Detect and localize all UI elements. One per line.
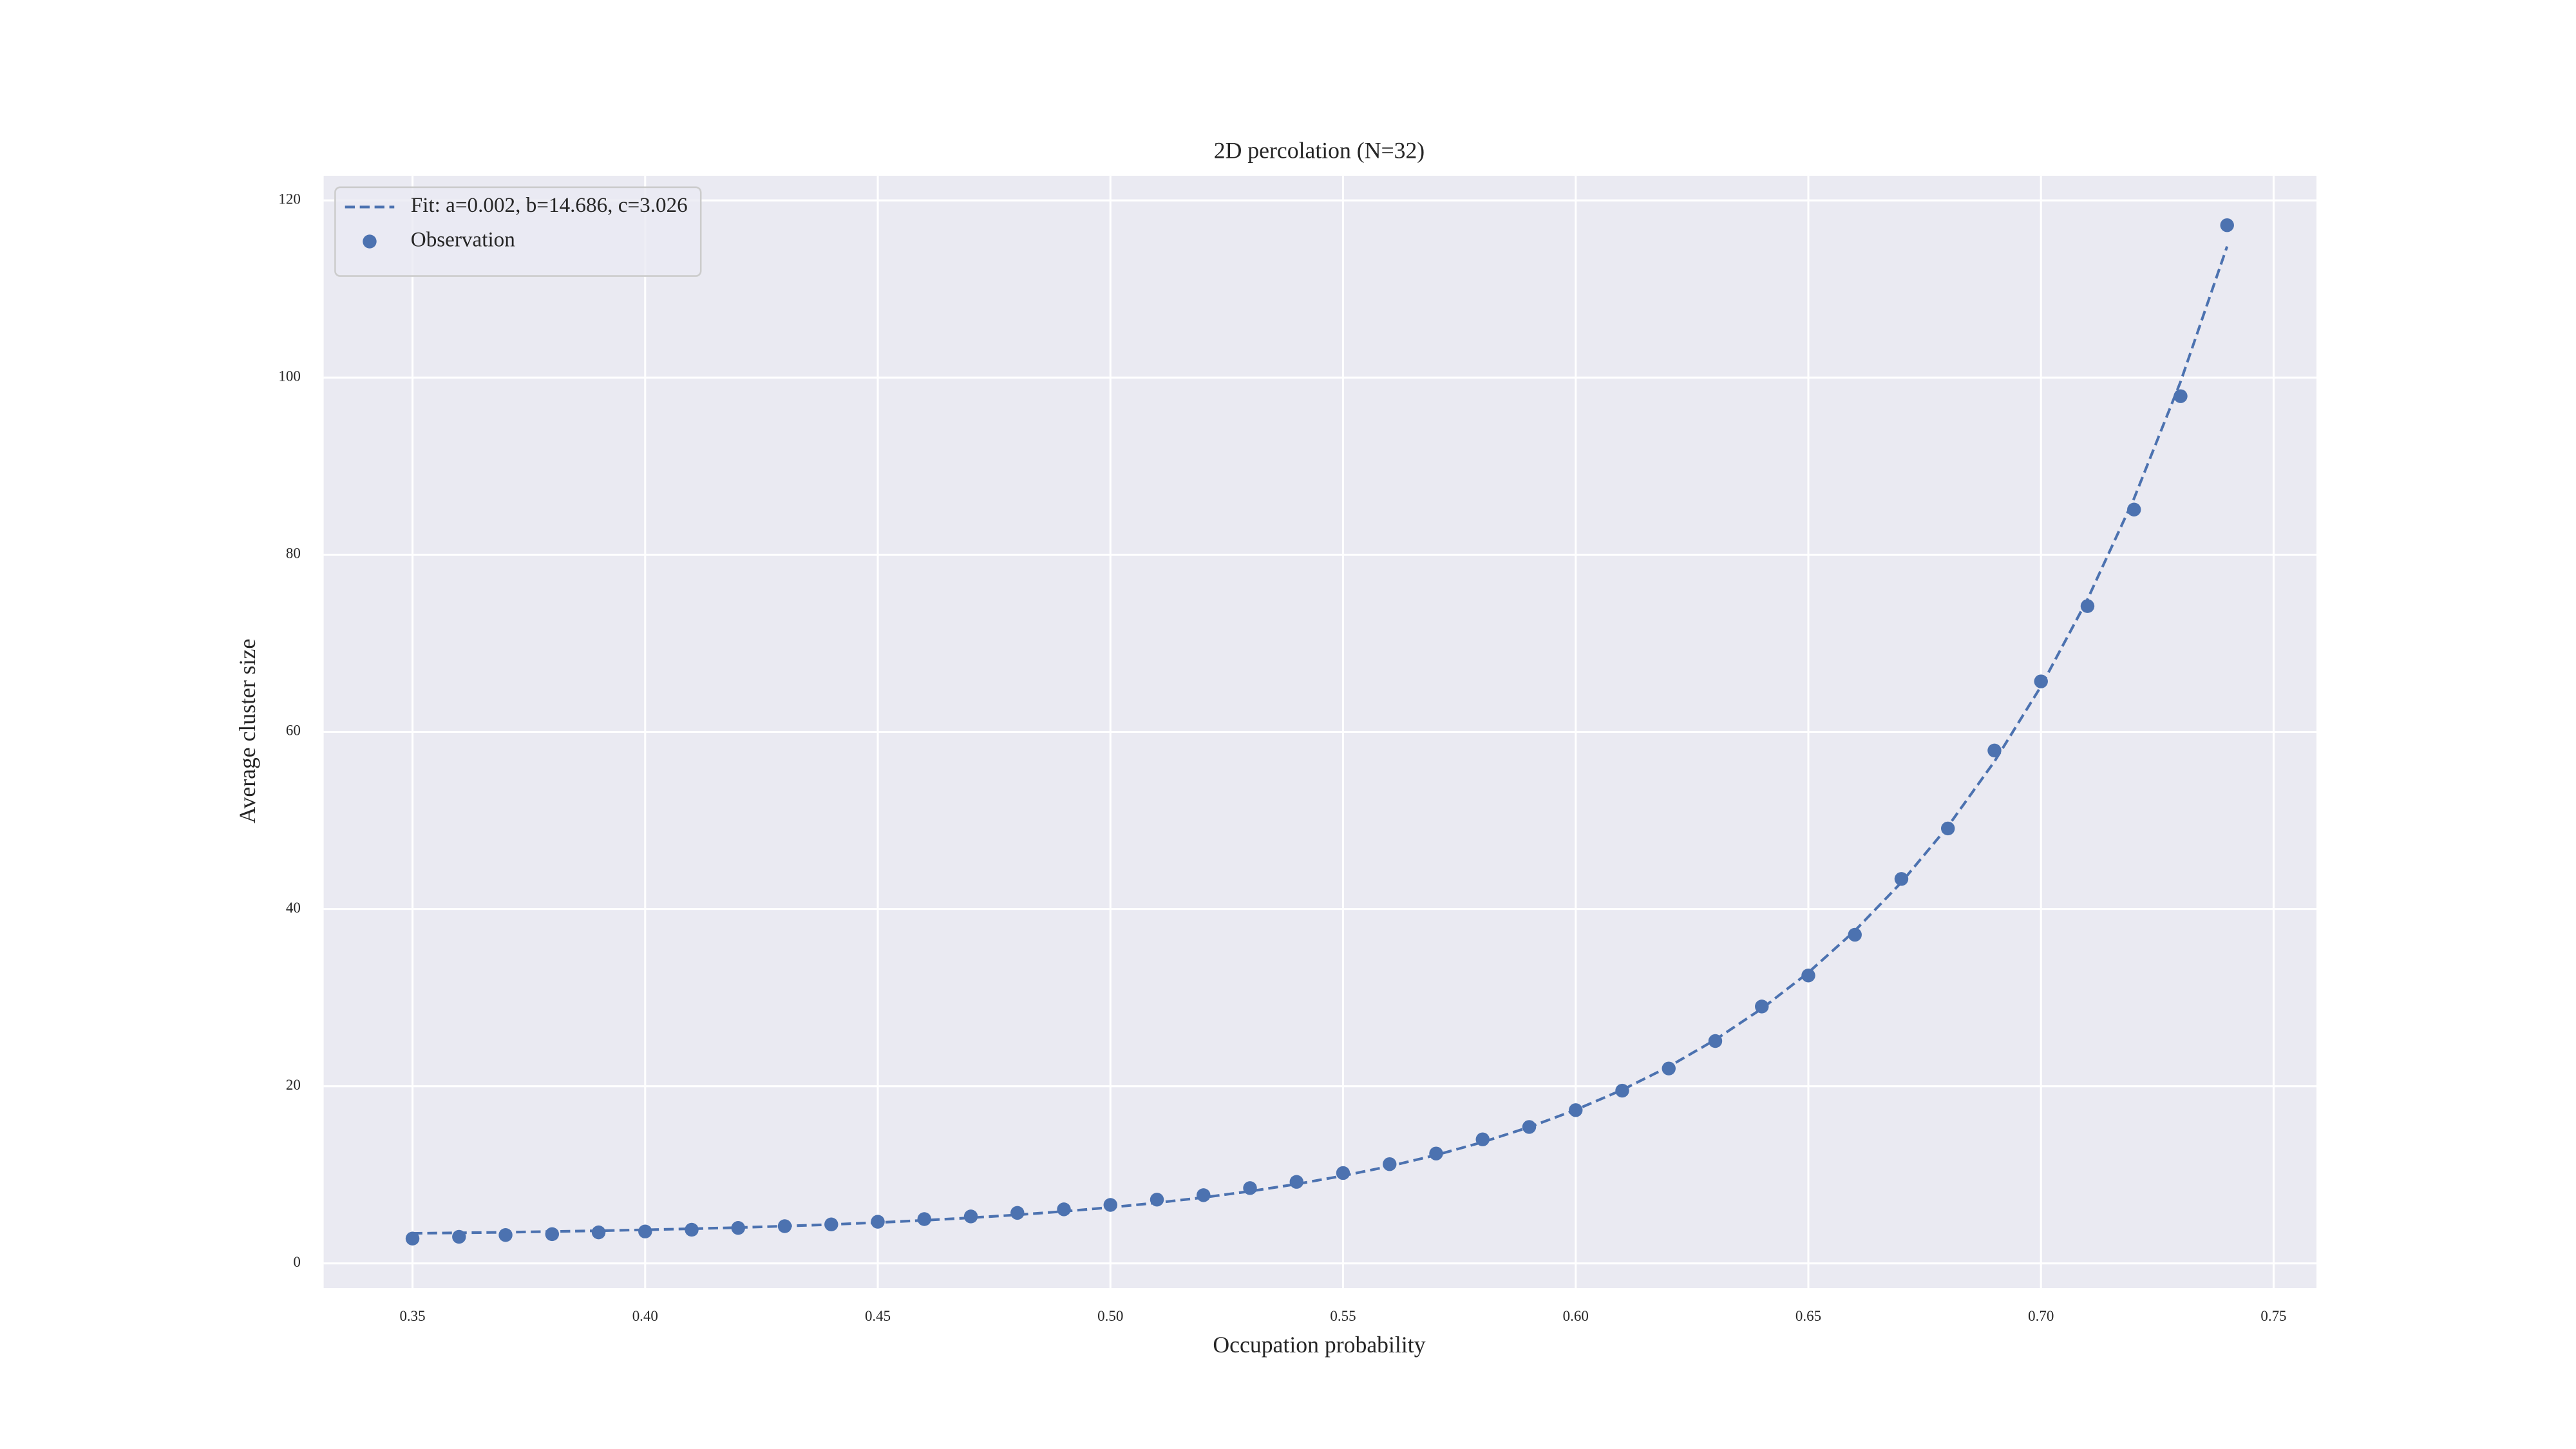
- x-tick-label: 0.55: [1330, 1308, 1356, 1324]
- observation-point: [498, 1228, 513, 1242]
- y-tick-label: 80: [286, 545, 301, 562]
- observation-point: [452, 1229, 466, 1244]
- y-axis-label: Average cluster size: [234, 639, 260, 824]
- observation-point: [1569, 1103, 1583, 1117]
- observation-point: [1894, 872, 1909, 886]
- observation-point: [1057, 1202, 1071, 1217]
- observation-point: [2127, 502, 2141, 516]
- observation-point: [1941, 821, 1955, 836]
- legend-label: Fit: a=0.002, b=14.686, c=3.026: [411, 193, 688, 217]
- observation-point: [1755, 999, 1769, 1014]
- x-tick-label: 0.65: [1795, 1308, 1821, 1324]
- y-tick-label: 20: [286, 1077, 301, 1093]
- x-tick-label: 0.50: [1097, 1308, 1123, 1324]
- x-tick-label: 0.70: [2028, 1308, 2054, 1324]
- observation-point: [638, 1224, 652, 1238]
- y-tick-label: 40: [286, 900, 301, 916]
- observation-point: [591, 1225, 606, 1240]
- chart-title: 2D percolation (N=32): [1214, 137, 1425, 163]
- observation-point: [1987, 743, 2002, 758]
- x-tick-label: 0.75: [2260, 1308, 2286, 1324]
- x-tick-label: 0.35: [399, 1308, 425, 1324]
- y-tick-label: 100: [278, 368, 300, 384]
- observation-point: [2034, 674, 2048, 688]
- observation-point: [1522, 1120, 1537, 1134]
- observation-point: [405, 1231, 420, 1245]
- observation-point: [1150, 1193, 1164, 1207]
- observation-point: [1197, 1188, 1211, 1202]
- observation-point: [824, 1217, 838, 1231]
- observation-point: [917, 1212, 931, 1226]
- observation-point: [1103, 1198, 1117, 1212]
- observation-point: [1615, 1083, 1629, 1098]
- observation-point: [1848, 927, 1862, 942]
- x-tick-label: 0.40: [632, 1308, 658, 1324]
- observation-point: [871, 1215, 885, 1229]
- y-tick-label: 120: [278, 191, 300, 207]
- x-tick-label: 0.45: [865, 1308, 891, 1324]
- observation-point: [1243, 1181, 1257, 1195]
- legend-label: Observation: [411, 228, 515, 252]
- x-tick-label: 0.60: [1563, 1308, 1589, 1324]
- legend-swatch: [363, 234, 377, 249]
- observation-point: [1801, 969, 1815, 983]
- observation-point: [1708, 1034, 1723, 1048]
- marks: [405, 218, 2234, 1245]
- observation-point: [777, 1219, 792, 1233]
- observation-point: [1429, 1146, 1443, 1160]
- observation-point: [1289, 1175, 1303, 1189]
- observation-point: [1475, 1132, 1490, 1146]
- observation-point: [1336, 1166, 1350, 1180]
- observation-point: [1662, 1061, 1676, 1075]
- y-tick-label: 0: [293, 1254, 300, 1270]
- observation-point: [731, 1221, 745, 1235]
- observation-point: [2174, 389, 2188, 403]
- observation-point: [545, 1227, 560, 1242]
- fit-line: [412, 246, 2229, 1235]
- x-axis-label: Occupation probability: [1213, 1332, 1425, 1358]
- observation-point: [1010, 1206, 1025, 1220]
- grid: [323, 175, 2316, 1288]
- legend: Fit: a=0.002, b=14.686, c=3.026 Observati…: [334, 186, 702, 277]
- observation-point: [685, 1222, 699, 1237]
- observation-point: [963, 1209, 978, 1224]
- observation-point: [1383, 1157, 1397, 1171]
- legend-box: [334, 186, 702, 277]
- y-tick-label: 60: [286, 723, 301, 739]
- observation-point: [2220, 218, 2234, 232]
- observation-point: [2080, 599, 2095, 613]
